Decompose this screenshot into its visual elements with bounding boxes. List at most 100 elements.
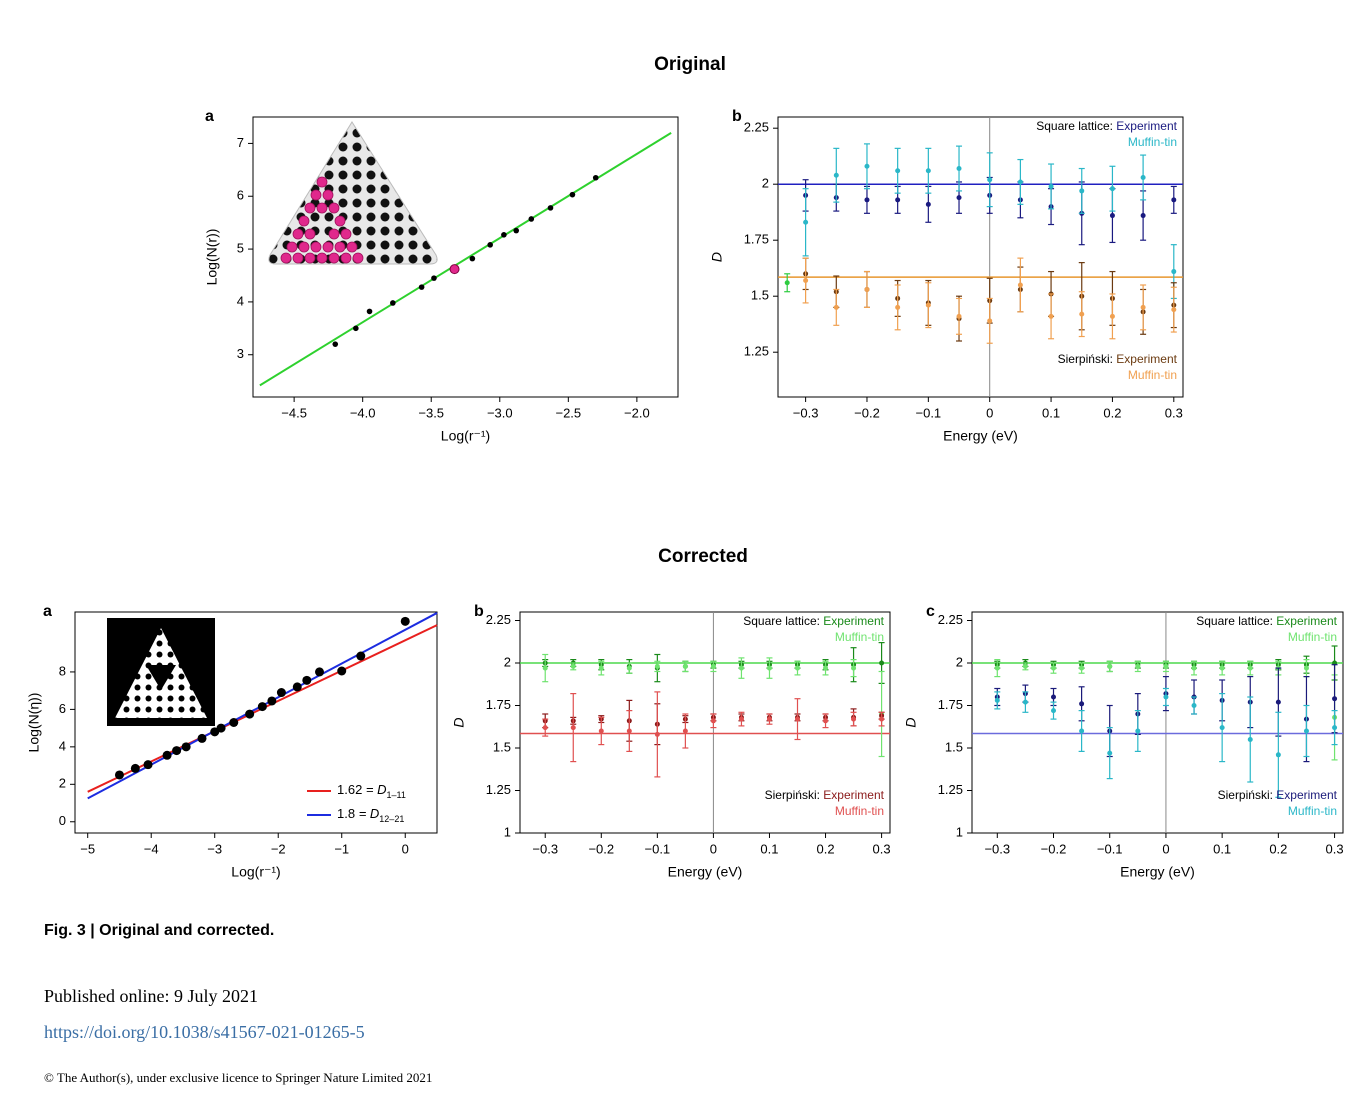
x-tick-label: −0.1 — [916, 405, 942, 420]
data-point — [315, 667, 325, 677]
y-tick-label: 2.25 — [938, 612, 963, 627]
y-tick-label: 2.25 — [486, 612, 511, 627]
data-point — [895, 197, 901, 203]
x-axis-label: Log(r⁻¹) — [231, 864, 280, 880]
data-point — [366, 308, 373, 315]
x-tick-label: −4.0 — [350, 405, 376, 420]
data-point — [766, 716, 772, 722]
legend-name: Muffin-tin — [1288, 804, 1337, 818]
data-point — [356, 651, 366, 661]
data-point — [292, 682, 302, 692]
data-point — [1163, 663, 1169, 669]
data-point — [469, 255, 476, 262]
x-tick-label: −2.0 — [624, 405, 650, 420]
data-point — [143, 760, 153, 770]
inset-image — [107, 618, 215, 726]
doi-link[interactable]: https://doi.org/10.1038/s41567-021-01265… — [44, 1022, 365, 1042]
legend-entry: Square lattice: Experiment — [1196, 614, 1337, 628]
legend-title: Sierpiński: — [1058, 352, 1113, 366]
data-point — [570, 663, 576, 669]
plot-frame — [519, 611, 891, 834]
y-tick-label: 1.5 — [751, 288, 769, 303]
legend-entry: Muffin-tin — [1288, 630, 1337, 644]
data-point — [895, 168, 901, 174]
x-tick-label: −0.2 — [588, 841, 614, 856]
data-point — [1109, 213, 1115, 219]
x-tick-label: −3.5 — [418, 405, 444, 420]
y-tick-label: 0 — [59, 813, 66, 828]
data-point — [956, 313, 962, 319]
data-point — [332, 341, 339, 347]
x-tick-label: −4.5 — [281, 405, 307, 420]
x-tick-label: 0.2 — [1103, 405, 1121, 420]
y-tick-label: 2 — [956, 654, 963, 669]
data-point — [833, 304, 839, 310]
data-point — [1247, 665, 1253, 671]
x-tick-label: −0.3 — [532, 841, 558, 856]
legend-name: Muffin-tin — [1128, 135, 1177, 149]
data-point — [1135, 663, 1141, 669]
x-tick-label: 0.3 — [1326, 841, 1344, 856]
y-tick-label: 6 — [237, 188, 244, 203]
y-tick-label: 2 — [504, 654, 511, 669]
data-point — [738, 665, 744, 671]
caption: Fig. 3 | Original and corrected. — [44, 922, 275, 939]
legend-symbol: = D — [362, 782, 386, 797]
legend-name: Muffin-tin — [1128, 368, 1177, 382]
data-point — [1022, 699, 1028, 705]
data-point — [1275, 699, 1281, 705]
y-tick-label: 2 — [762, 176, 769, 191]
data-point — [130, 763, 140, 773]
legend-symbol: = D — [355, 806, 379, 821]
data-point — [864, 197, 870, 203]
panel-label: a — [43, 603, 52, 620]
data-point — [925, 168, 931, 174]
data-point — [987, 177, 993, 183]
legend-name: Experiment — [823, 614, 884, 628]
plot-frame — [74, 611, 438, 834]
data-point — [528, 216, 535, 222]
y-tick-label: 1.75 — [486, 697, 511, 712]
data-point — [833, 172, 839, 178]
x-tick-label: −0.3 — [793, 405, 819, 420]
legend-entry: Sierpiński: Experiment — [1058, 352, 1178, 366]
x-tick-label: 0 — [710, 841, 717, 856]
data-point — [569, 191, 576, 198]
y-axis-label: Log(N(r)) — [204, 229, 220, 286]
data-point — [1079, 665, 1085, 671]
section-heading: Corrected — [658, 546, 748, 567]
legend-subscript: 12–21 — [379, 814, 404, 824]
x-tick-label: −0.1 — [645, 841, 671, 856]
data-point — [1079, 701, 1085, 707]
plot-frame — [971, 611, 1344, 834]
y-tick-label: 1.75 — [938, 697, 963, 712]
legend-name: Experiment — [1276, 614, 1337, 628]
data-point — [1079, 728, 1085, 734]
data-point — [1219, 665, 1225, 671]
x-tick-label: 0.2 — [816, 841, 834, 856]
panel-label: c — [926, 603, 935, 620]
legend-entry: Sierpiński: Experiment — [765, 788, 885, 802]
legend-name: Experiment — [1116, 352, 1177, 366]
data-point — [1135, 728, 1141, 734]
data-point — [710, 718, 716, 724]
data-point — [1171, 269, 1177, 275]
legend-title: Sierpiński: — [765, 788, 820, 802]
legend-entry: Sierpiński: Experiment — [1218, 788, 1338, 802]
data-point — [1275, 752, 1281, 758]
y-axis-label: D — [903, 717, 919, 727]
legend-title: Square lattice: — [1196, 614, 1273, 628]
data-point — [682, 728, 688, 734]
legend-value: 1.62 — [337, 782, 362, 797]
data-point — [172, 746, 182, 756]
data-point — [956, 166, 962, 172]
data-point — [245, 709, 255, 719]
data-point — [626, 665, 632, 671]
data-point — [803, 278, 809, 284]
data-point — [1140, 213, 1146, 219]
data-point — [738, 716, 744, 722]
data-point — [302, 675, 312, 685]
data-point — [803, 219, 809, 225]
data-point — [1022, 663, 1028, 669]
x-tick-label: 0 — [1162, 841, 1169, 856]
